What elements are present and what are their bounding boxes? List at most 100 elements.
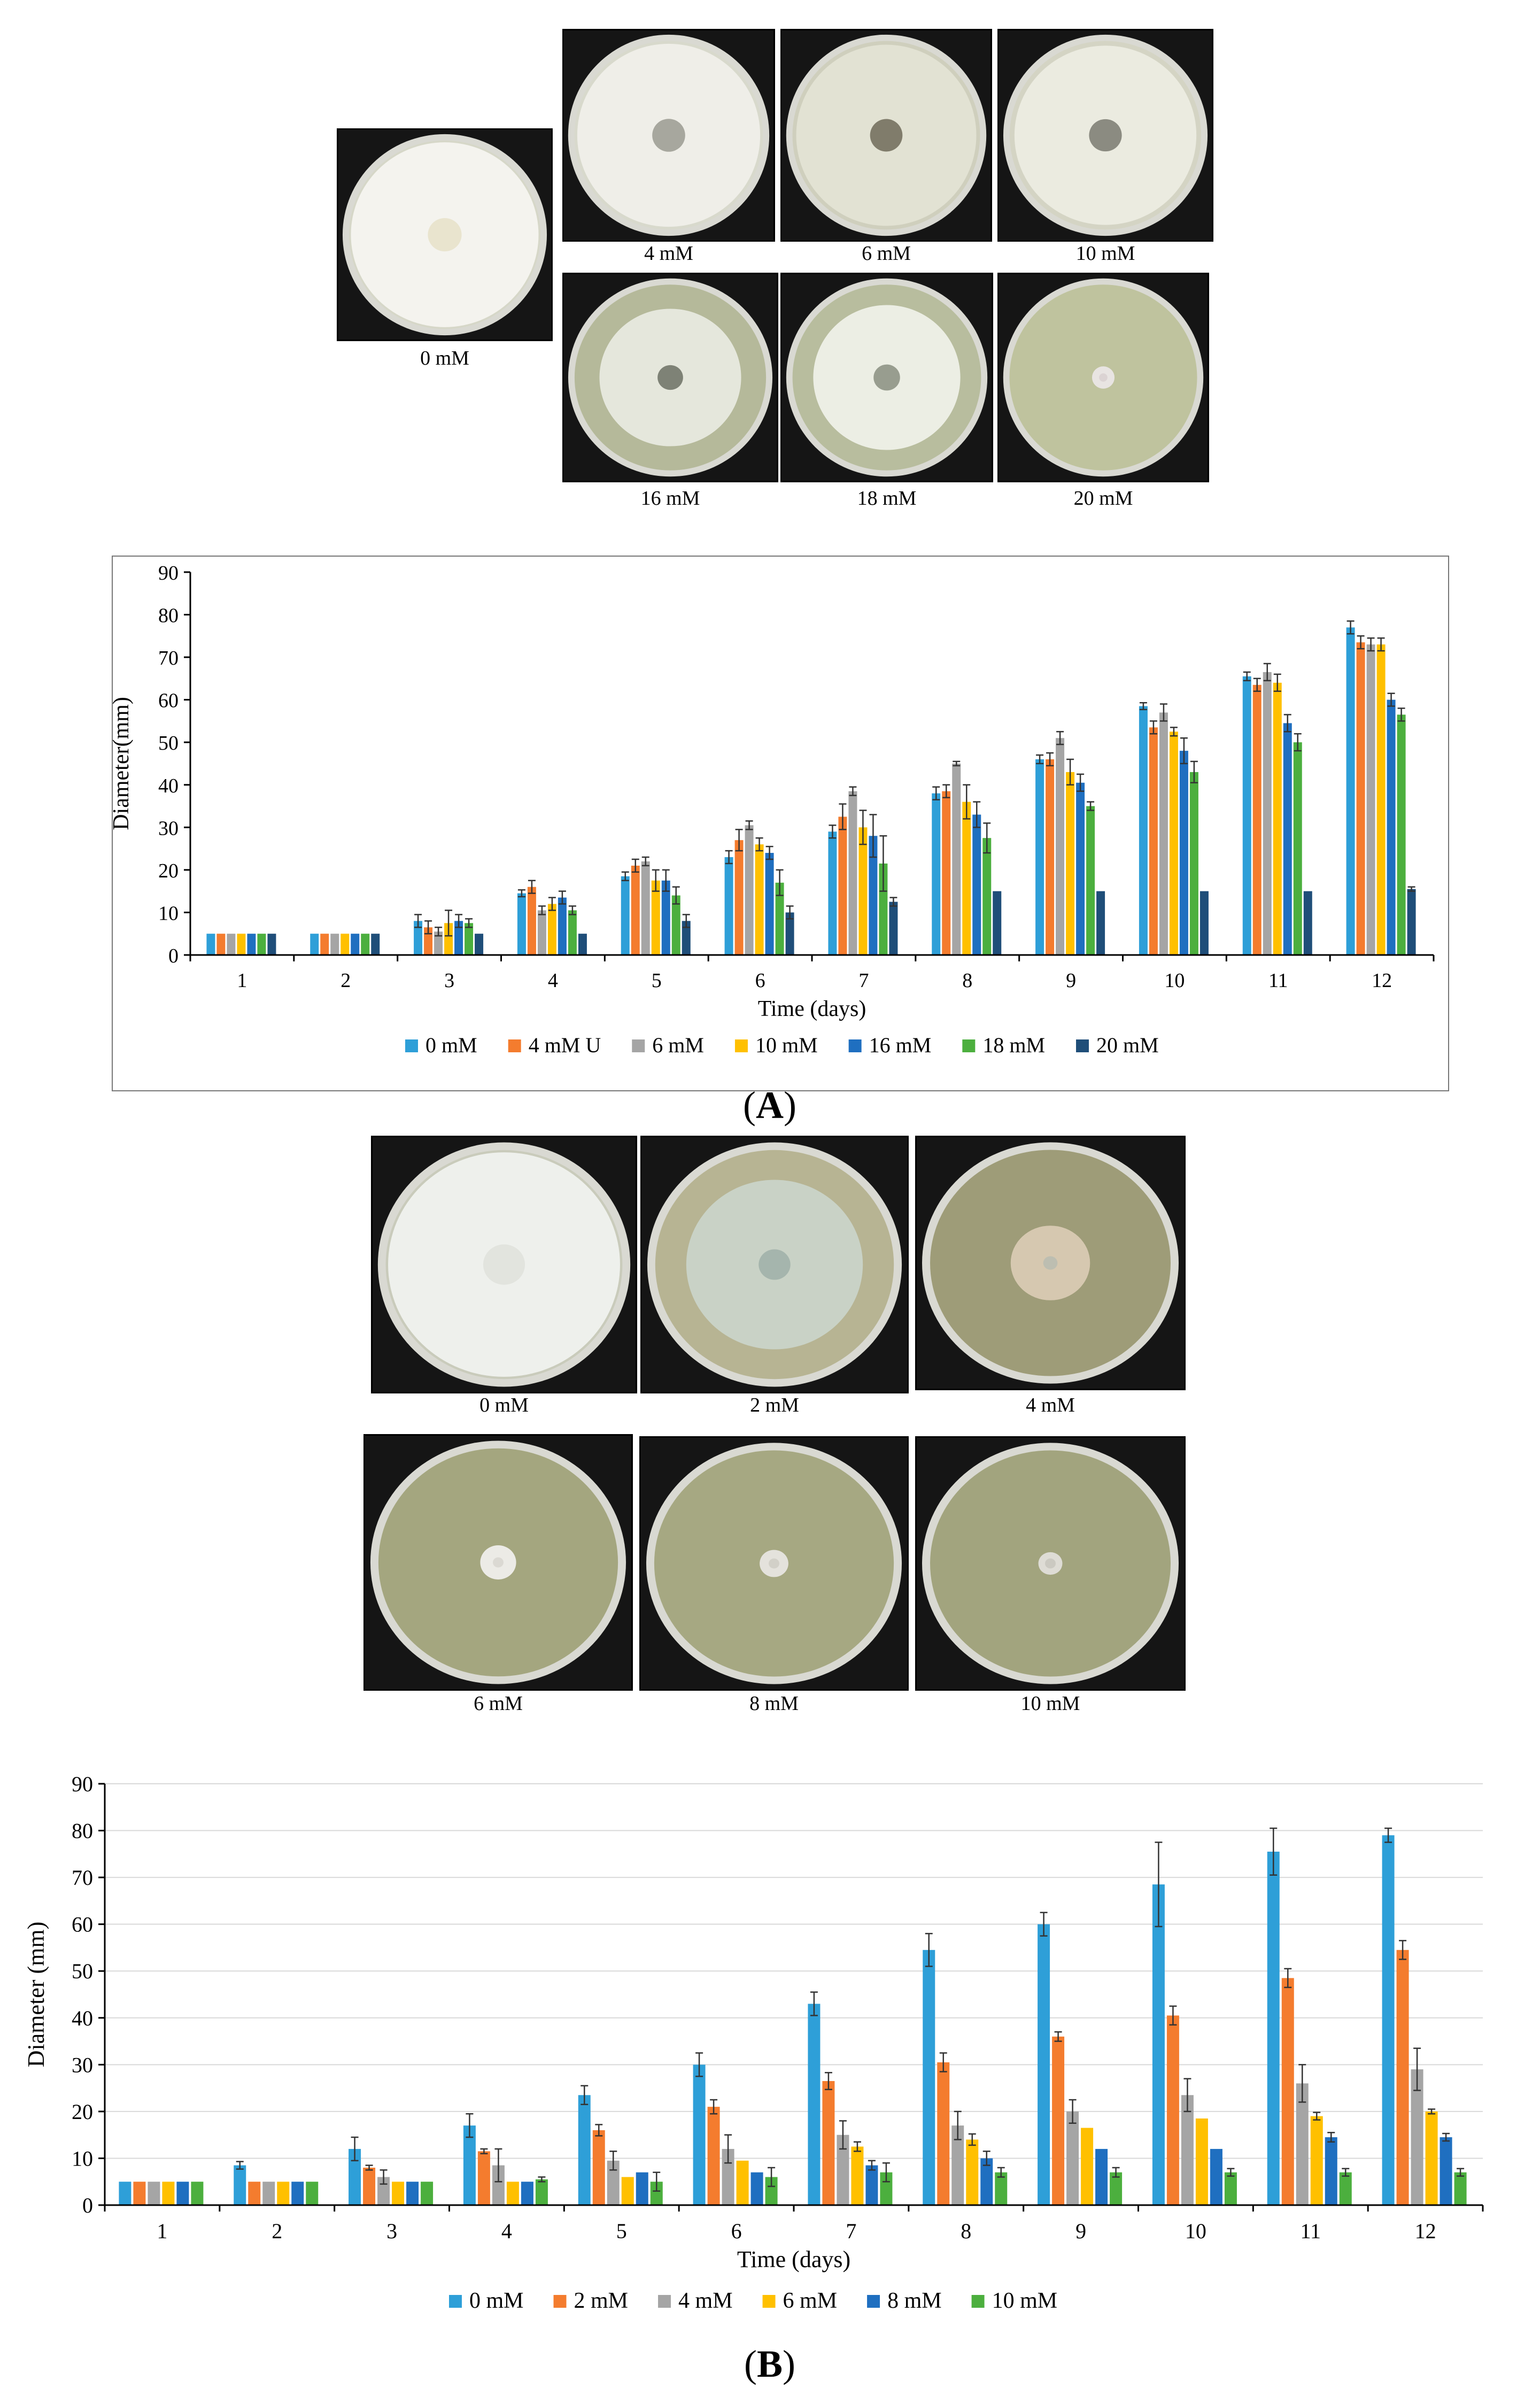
bar	[822, 2081, 835, 2205]
legend-swatch	[508, 1039, 521, 1052]
y-tick-label: 90	[72, 1772, 93, 1796]
bar	[216, 934, 226, 955]
y-tick-label: 50	[158, 732, 179, 754]
bar	[765, 2177, 778, 2205]
bar	[414, 921, 423, 955]
bar	[492, 2165, 505, 2205]
panel-label-letter: A	[756, 1084, 784, 1127]
legend-swatch	[962, 1039, 976, 1052]
bar	[1052, 2036, 1065, 2205]
bar	[371, 934, 380, 955]
bar	[361, 934, 370, 955]
legend-label: 4 mM	[678, 2289, 733, 2313]
bar	[636, 2172, 648, 2205]
photo-b-4mM	[915, 1136, 1186, 1390]
photo-caption: 10 mM	[1020, 1692, 1080, 1715]
bar	[351, 934, 360, 955]
photo-caption: 6 mM	[862, 242, 911, 265]
colony-center	[652, 119, 685, 152]
bar	[1376, 644, 1386, 955]
bar	[1152, 1884, 1165, 2205]
bar	[661, 880, 670, 955]
bar	[1046, 759, 1055, 955]
bar	[1110, 2172, 1123, 2205]
panel-label-letter: B	[756, 2343, 783, 2385]
x-tick-label: 12	[1372, 969, 1392, 992]
y-tick-label: 90	[158, 562, 179, 584]
x-tick-label: 7	[846, 2219, 856, 2243]
legend-swatch	[553, 2295, 567, 2308]
bar	[320, 934, 329, 955]
bar	[750, 2172, 763, 2205]
y-tick-label: 60	[158, 690, 179, 712]
y-tick-label: 20	[158, 860, 179, 882]
panel-label-close: )	[784, 1084, 796, 1127]
bar	[148, 2182, 160, 2205]
bar	[406, 2182, 419, 2205]
colony-center	[657, 365, 683, 390]
bar	[1242, 676, 1251, 955]
legend-swatch	[762, 2295, 776, 2308]
bar	[808, 2004, 821, 2205]
bar	[1454, 2172, 1467, 2205]
colony-center	[1089, 119, 1122, 152]
photo-a-20mM	[997, 273, 1209, 482]
bar	[707, 2107, 720, 2205]
bar	[650, 2182, 663, 2205]
y-tick-label: 60	[72, 1913, 93, 1937]
bar	[363, 2167, 376, 2205]
y-tick-label: 20	[72, 2100, 93, 2124]
bar	[1076, 782, 1085, 955]
x-tick-label: 12	[1415, 2219, 1436, 2243]
bar	[693, 2064, 706, 2205]
legend-label: 0 mM	[469, 2289, 524, 2313]
y-tick-label: 40	[72, 2006, 93, 2030]
y-tick-label: 70	[158, 647, 179, 669]
bar	[932, 793, 941, 955]
bar	[1095, 2148, 1108, 2205]
bar	[1066, 2111, 1079, 2205]
bar	[349, 2148, 361, 2205]
bar	[1310, 2116, 1323, 2205]
bar	[1366, 644, 1375, 955]
photo-b-8mM	[639, 1436, 909, 1691]
bar	[1382, 1835, 1395, 2205]
bar	[1411, 2069, 1423, 2205]
legend-swatch	[405, 1039, 418, 1052]
bar	[1283, 723, 1292, 955]
bar	[568, 910, 577, 955]
legend-swatch	[867, 2295, 880, 2308]
y-tick-label: 70	[72, 1866, 93, 1890]
y-tick-label: 0	[168, 945, 179, 967]
bar	[237, 934, 246, 955]
bar	[340, 934, 350, 955]
bar	[880, 2172, 893, 2205]
bar	[1396, 1950, 1409, 2205]
photo-caption: 6 mM	[474, 1692, 523, 1715]
bar	[277, 2182, 290, 2205]
x-tick-label: 4	[548, 969, 558, 992]
x-tick-label: 5	[616, 2219, 627, 2243]
bar	[1440, 2137, 1452, 2205]
bar	[234, 2165, 246, 2205]
bar	[966, 2139, 979, 2205]
legend-label: 8 mM	[887, 2289, 942, 2313]
bar	[392, 2182, 405, 2205]
y-tick-label: 50	[72, 1959, 93, 1983]
bar	[1356, 642, 1365, 955]
bar	[578, 2095, 591, 2205]
bar	[444, 923, 453, 955]
photo-caption: 16 mM	[640, 487, 700, 510]
photo-a-18mM	[780, 273, 993, 482]
bar	[745, 825, 754, 955]
legend-swatch	[658, 2295, 671, 2308]
bar	[962, 802, 971, 955]
y-tick-label: 80	[158, 605, 179, 627]
bar	[1066, 772, 1075, 955]
bar	[191, 2182, 204, 2205]
x-tick-label: 3	[444, 969, 454, 992]
colony-center	[1043, 1256, 1058, 1270]
legend-label: 6 mM	[652, 1033, 704, 1057]
bar	[1181, 2095, 1194, 2205]
